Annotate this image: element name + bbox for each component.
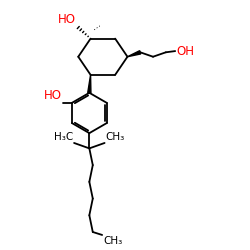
Text: HO: HO [58, 13, 76, 26]
Text: ···: ··· [91, 21, 104, 34]
Polygon shape [128, 51, 141, 57]
Text: OH: OH [176, 44, 194, 58]
Text: CH₃: CH₃ [103, 236, 122, 246]
Polygon shape [88, 75, 91, 93]
Text: HO: HO [44, 89, 62, 102]
Text: CH₃: CH₃ [106, 132, 125, 142]
Text: H₃C: H₃C [54, 132, 73, 142]
